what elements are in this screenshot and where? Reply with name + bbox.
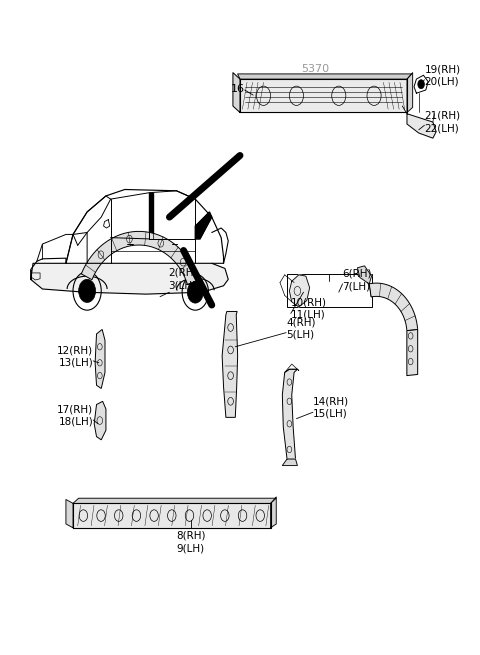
Polygon shape bbox=[195, 212, 212, 239]
Polygon shape bbox=[271, 497, 276, 528]
Polygon shape bbox=[407, 329, 418, 375]
Polygon shape bbox=[407, 73, 413, 113]
Polygon shape bbox=[66, 500, 73, 528]
Text: 19(RH)
20(LH): 19(RH) 20(LH) bbox=[424, 64, 460, 86]
Bar bbox=[287, 274, 372, 307]
Text: 14(RH)
15(LH): 14(RH) 15(LH) bbox=[313, 396, 349, 419]
Polygon shape bbox=[369, 283, 418, 331]
Text: 6(RH)
7(LH): 6(RH) 7(LH) bbox=[343, 269, 372, 291]
Polygon shape bbox=[73, 498, 276, 504]
Text: 4(RH)
5(LH): 4(RH) 5(LH) bbox=[286, 318, 315, 340]
Text: 12(RH)
13(LH): 12(RH) 13(LH) bbox=[57, 345, 93, 367]
Polygon shape bbox=[73, 504, 271, 528]
Text: 21(RH)
22(LH): 21(RH) 22(LH) bbox=[424, 111, 460, 133]
Text: 17(RH)
18(LH): 17(RH) 18(LH) bbox=[57, 404, 93, 426]
Circle shape bbox=[79, 279, 96, 303]
Polygon shape bbox=[222, 311, 238, 417]
Polygon shape bbox=[282, 459, 298, 466]
Circle shape bbox=[418, 80, 424, 88]
Polygon shape bbox=[81, 231, 199, 284]
Polygon shape bbox=[358, 266, 372, 284]
Polygon shape bbox=[233, 73, 240, 113]
Polygon shape bbox=[31, 263, 228, 294]
Polygon shape bbox=[238, 74, 412, 79]
Polygon shape bbox=[95, 329, 105, 388]
Text: 8(RH)
9(LH): 8(RH) 9(LH) bbox=[176, 531, 205, 553]
Text: 16: 16 bbox=[231, 84, 245, 94]
Polygon shape bbox=[149, 193, 154, 239]
Polygon shape bbox=[94, 402, 106, 440]
Text: 2(RH)
3(LH): 2(RH) 3(LH) bbox=[168, 268, 197, 290]
Polygon shape bbox=[289, 275, 310, 307]
Polygon shape bbox=[240, 79, 407, 113]
Text: 5370: 5370 bbox=[301, 64, 329, 74]
Polygon shape bbox=[282, 369, 298, 459]
Circle shape bbox=[187, 281, 204, 303]
Text: 10(RH)
11(LH): 10(RH) 11(LH) bbox=[291, 297, 327, 320]
Polygon shape bbox=[407, 114, 436, 138]
